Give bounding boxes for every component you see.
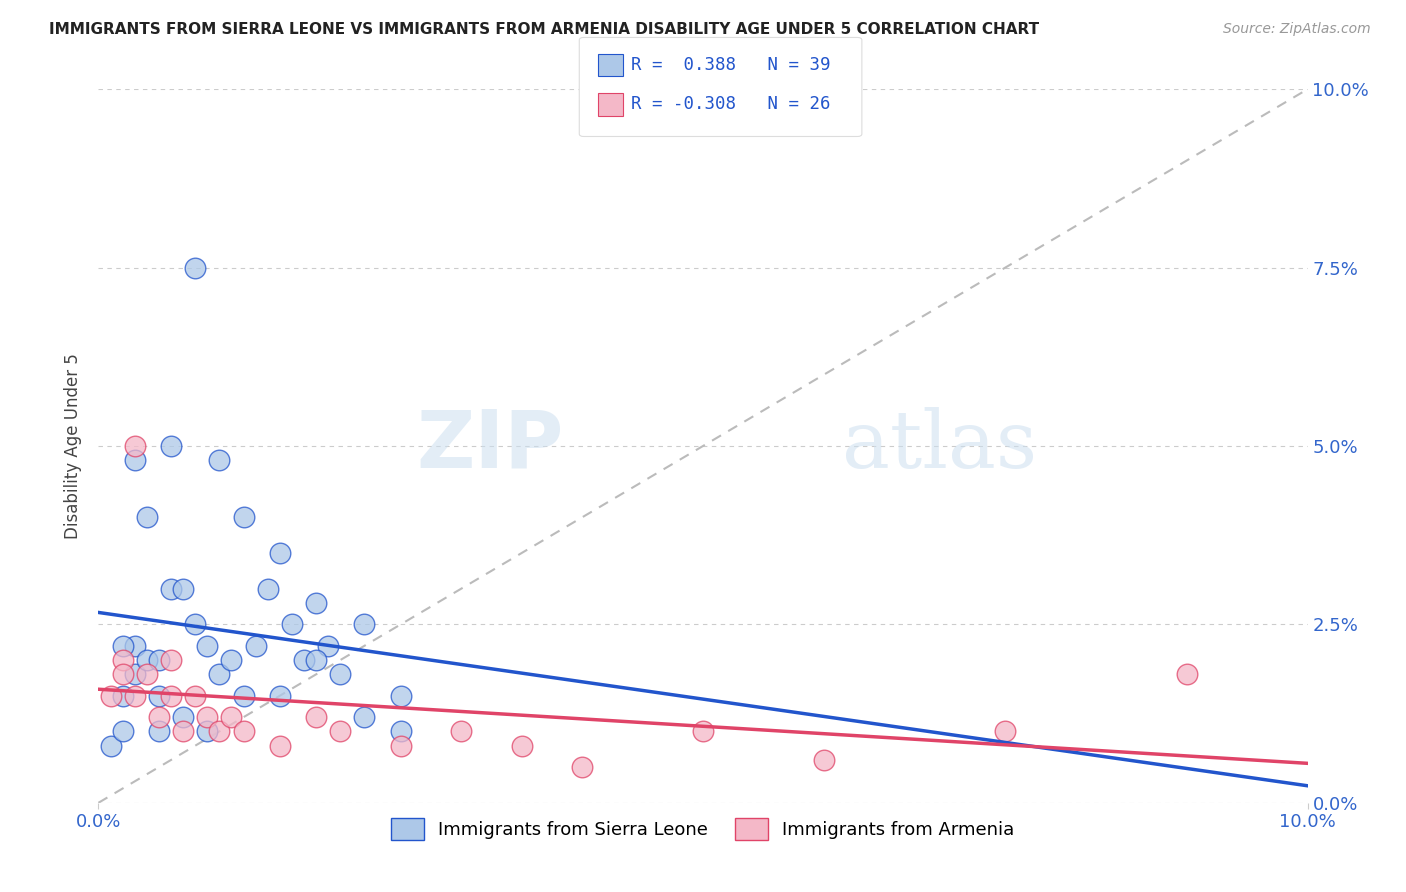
Text: R = -0.308   N = 26: R = -0.308 N = 26 <box>631 95 831 113</box>
Point <box>148 689 170 703</box>
Point <box>305 710 328 724</box>
Point <box>172 724 194 739</box>
Text: atlas: atlas <box>842 407 1038 485</box>
Point <box>111 689 134 703</box>
Point <box>195 710 218 724</box>
Point <box>994 724 1017 739</box>
Point <box>389 739 412 753</box>
Point <box>135 653 157 667</box>
Point <box>124 689 146 703</box>
Point <box>353 710 375 724</box>
Point <box>329 667 352 681</box>
Text: IMMIGRANTS FROM SIERRA LEONE VS IMMIGRANTS FROM ARMENIA DISABILITY AGE UNDER 5 C: IMMIGRANTS FROM SIERRA LEONE VS IMMIGRAN… <box>49 22 1039 37</box>
Point <box>269 689 291 703</box>
Point <box>111 724 134 739</box>
Point <box>256 582 278 596</box>
Point <box>184 260 207 275</box>
Point <box>329 724 352 739</box>
Point <box>111 667 134 681</box>
Text: ZIP: ZIP <box>416 407 564 485</box>
Point <box>208 667 231 681</box>
Point <box>184 689 207 703</box>
Point <box>281 617 304 632</box>
Point <box>316 639 339 653</box>
Point <box>124 639 146 653</box>
Point <box>160 689 183 703</box>
Point <box>124 453 146 467</box>
Point <box>221 653 243 667</box>
Point <box>100 739 122 753</box>
Point <box>195 639 218 653</box>
Point <box>221 710 243 724</box>
Point <box>232 689 254 703</box>
Legend: Immigrants from Sierra Leone, Immigrants from Armenia: Immigrants from Sierra Leone, Immigrants… <box>384 811 1022 847</box>
Point <box>232 510 254 524</box>
Point <box>208 724 231 739</box>
Text: R =  0.388   N = 39: R = 0.388 N = 39 <box>631 56 831 74</box>
Point <box>160 653 183 667</box>
Text: Source: ZipAtlas.com: Source: ZipAtlas.com <box>1223 22 1371 37</box>
Point <box>813 753 835 767</box>
Point <box>292 653 315 667</box>
Point <box>195 724 218 739</box>
Point <box>148 724 170 739</box>
Point <box>135 667 157 681</box>
Point <box>510 739 533 753</box>
Point <box>692 724 714 739</box>
Point <box>160 439 183 453</box>
Point <box>353 617 375 632</box>
Point <box>172 710 194 724</box>
Point <box>269 546 291 560</box>
Point <box>124 439 146 453</box>
Point <box>100 689 122 703</box>
Point <box>111 653 134 667</box>
Point <box>389 689 412 703</box>
Point <box>172 582 194 596</box>
Point <box>1175 667 1198 681</box>
Point <box>571 760 593 774</box>
Point <box>305 596 328 610</box>
Point <box>232 724 254 739</box>
Point <box>305 653 328 667</box>
Point <box>389 724 412 739</box>
Point <box>184 617 207 632</box>
Point <box>160 582 183 596</box>
Y-axis label: Disability Age Under 5: Disability Age Under 5 <box>65 353 83 539</box>
Point <box>245 639 267 653</box>
Point <box>124 667 146 681</box>
Point <box>450 724 472 739</box>
Point <box>208 453 231 467</box>
Point <box>148 653 170 667</box>
Point <box>111 639 134 653</box>
Point <box>148 710 170 724</box>
Point <box>269 739 291 753</box>
Point <box>135 510 157 524</box>
